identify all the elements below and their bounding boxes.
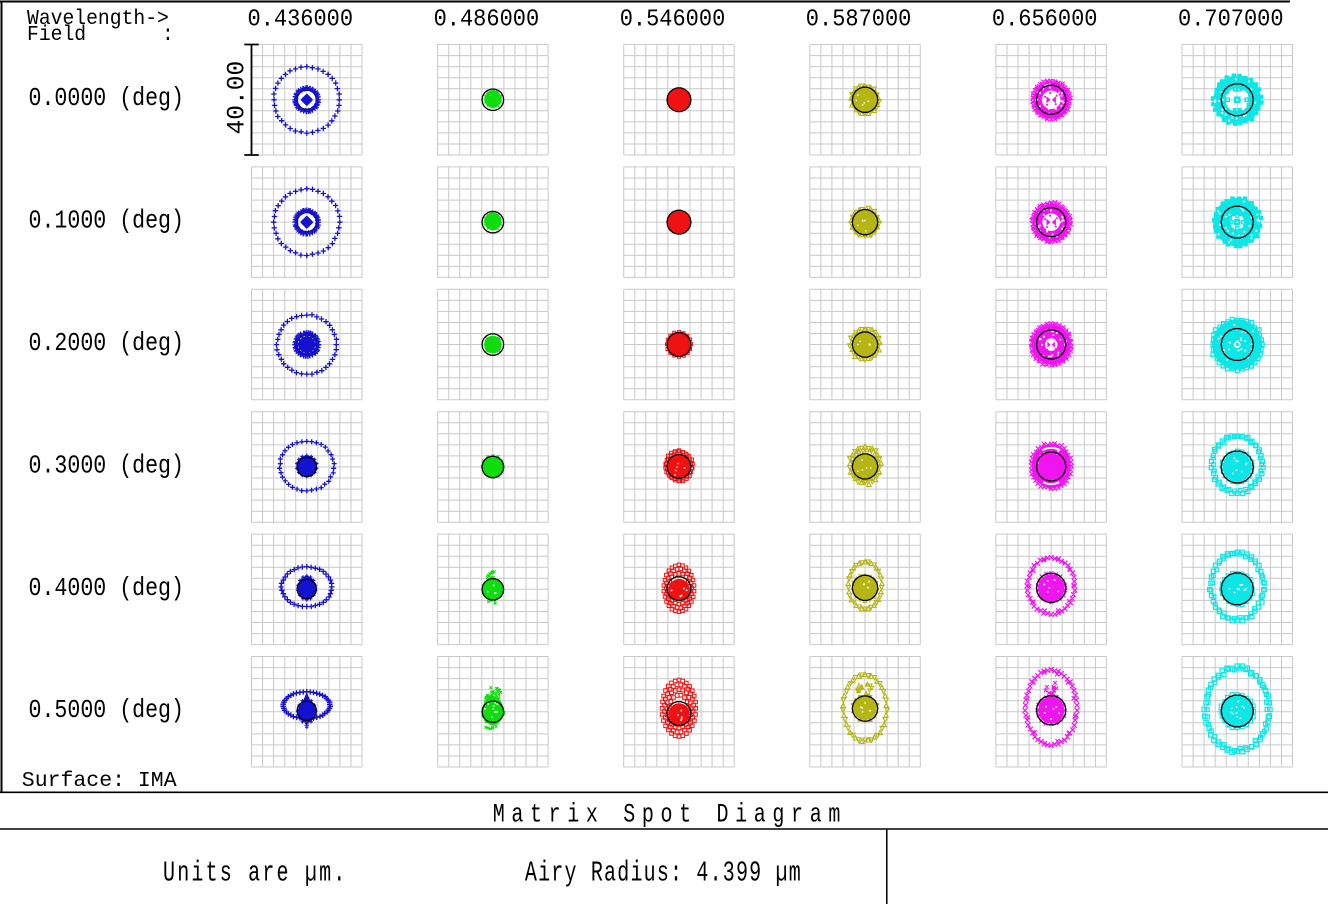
svg-text:0.0000 (deg): 0.0000 (deg) <box>29 85 184 114</box>
svg-text:0.1000 (deg): 0.1000 (deg) <box>29 207 184 236</box>
svg-text:Matrix Spot Diagram: Matrix Spot Diagram <box>493 800 847 831</box>
svg-text:0.546000: 0.546000 <box>620 5 726 32</box>
svg-text:0.5000 (deg): 0.5000 (deg) <box>29 696 184 725</box>
svg-text::: : <box>162 24 174 48</box>
svg-text:0.587000: 0.587000 <box>806 5 912 32</box>
svg-text:0.4000 (deg): 0.4000 (deg) <box>29 574 184 603</box>
svg-text:Surface: IMA: Surface: IMA <box>22 769 177 793</box>
svg-text:0.486000: 0.486000 <box>434 5 540 32</box>
svg-text:40.00: 40.00 <box>223 61 251 135</box>
svg-text:0.2000 (deg): 0.2000 (deg) <box>29 329 184 358</box>
svg-text:0.436000: 0.436000 <box>248 5 354 32</box>
svg-text:0.707000: 0.707000 <box>1178 5 1284 32</box>
svg-text:Wavelength->: Wavelength-> <box>27 7 169 31</box>
svg-text:Field: Field <box>27 24 86 48</box>
svg-text:0.656000: 0.656000 <box>992 5 1098 32</box>
svg-text:0.3000 (deg): 0.3000 (deg) <box>29 452 184 481</box>
svg-text:Airy Radius: 4.399 µm: Airy Radius: 4.399 µm <box>525 857 802 890</box>
svg-text:Units are µm.: Units are µm. <box>163 857 348 890</box>
